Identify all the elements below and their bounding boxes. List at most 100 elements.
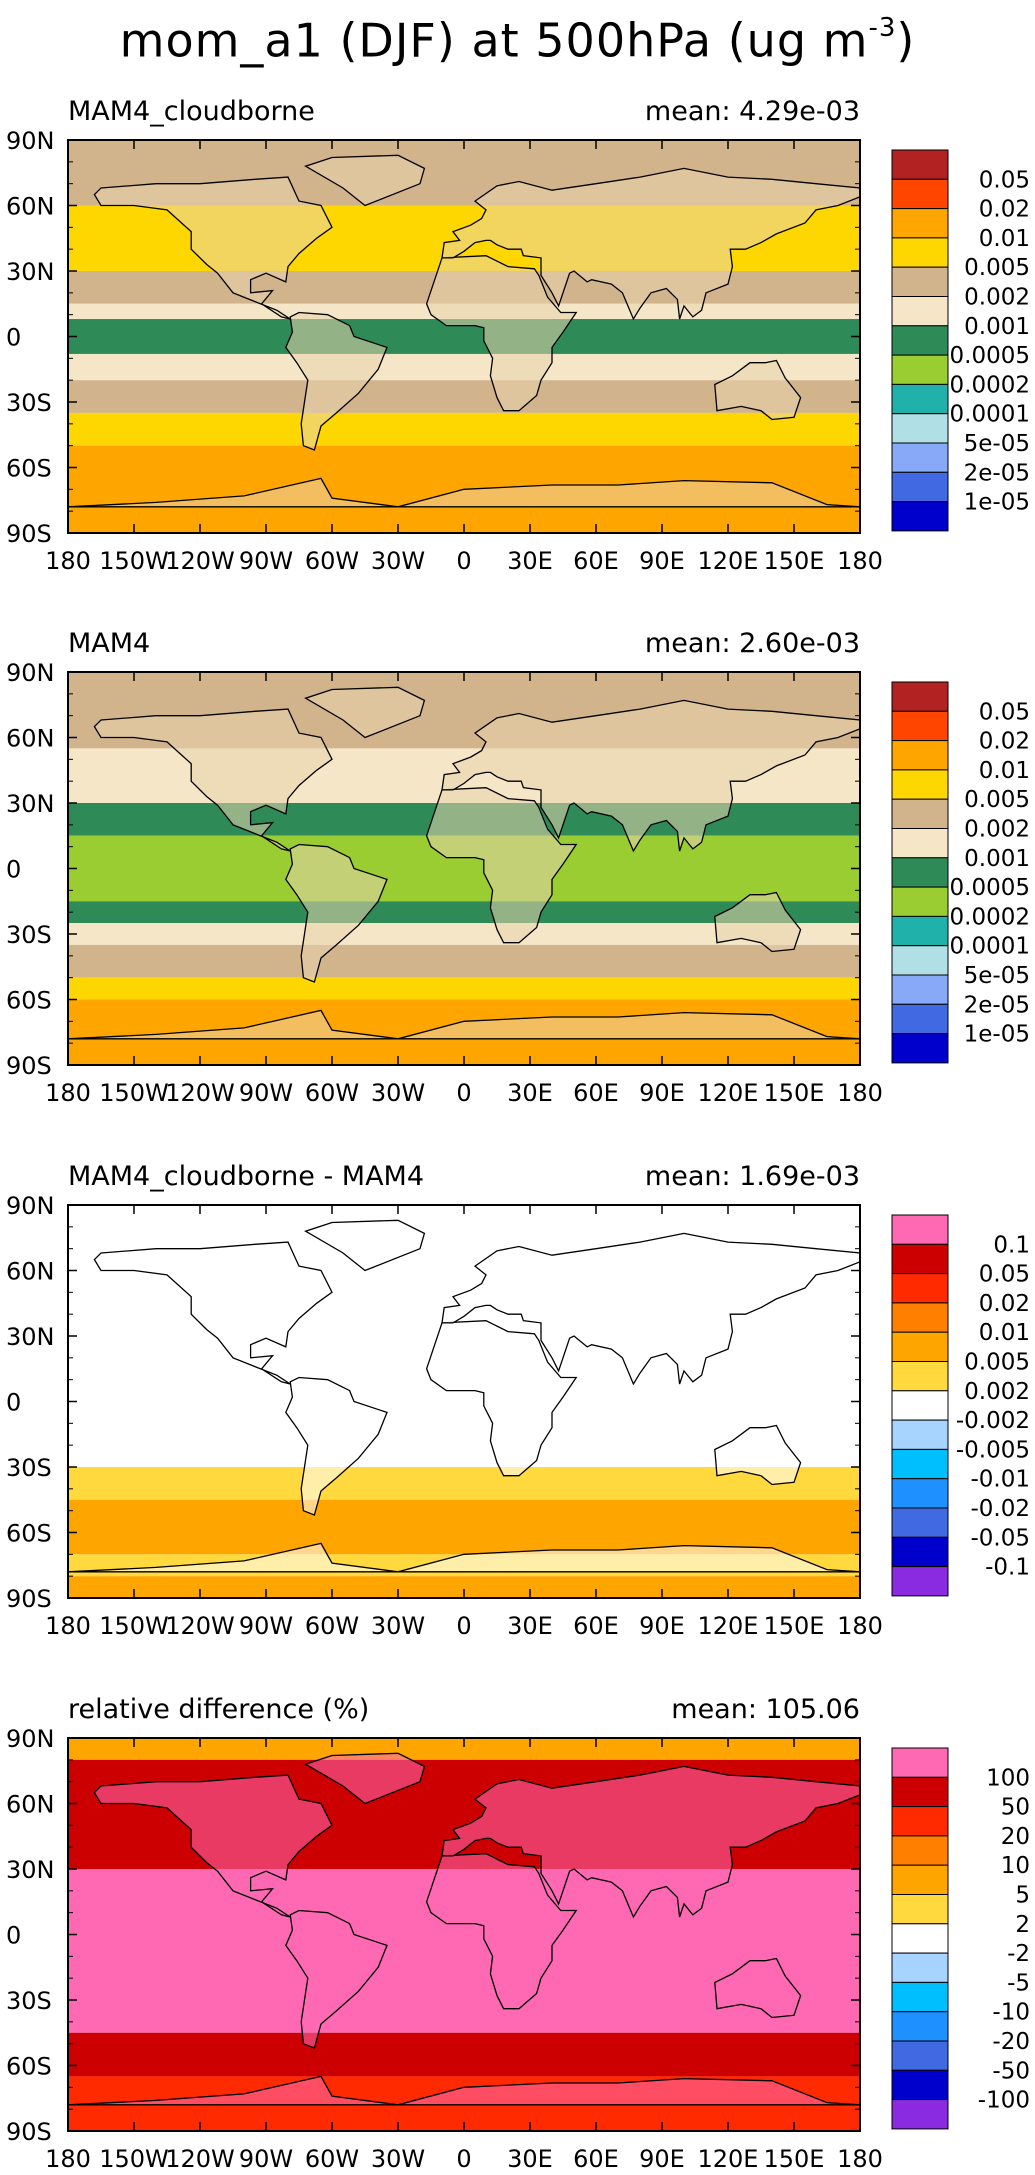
legend-label: 0.0002 (950, 372, 1030, 398)
legend-label: 0.05 (979, 167, 1030, 193)
legend-swatch (891, 208, 949, 239)
lon-label: 180 (837, 2145, 883, 2173)
legend-swatch (891, 769, 949, 800)
lon-label: 120W (165, 1079, 235, 1107)
lon-label: 180 (45, 2145, 91, 2173)
lon-label: 60W (305, 547, 359, 575)
lon-label: 180 (45, 547, 91, 575)
coastline (304, 686, 426, 739)
lon-label: 150W (99, 1612, 169, 1640)
coastline (93, 708, 333, 852)
coastline (425, 1320, 578, 1477)
coastline (304, 154, 426, 207)
legend-label: 0.05 (979, 699, 1030, 725)
lon-label: 90W (239, 1612, 293, 1640)
lat-label: 60S (6, 455, 52, 483)
legend-label: 0.002 (964, 1379, 1030, 1405)
lon-label: 180 (837, 547, 883, 575)
lon-label: 0 (456, 1612, 471, 1640)
legend-swatch (891, 2040, 949, 2071)
lat-label: 90S (6, 2118, 52, 2146)
lon-label: 60E (573, 1612, 619, 1640)
lon-label: 30W (371, 2145, 425, 2173)
legend-swatch (891, 413, 949, 444)
lon-label: 150W (99, 1079, 169, 1107)
lon-label: 90W (239, 2145, 293, 2173)
lon-label: 180 (45, 1079, 91, 1107)
legend-swatch (891, 1806, 949, 1837)
lon-label: 30W (371, 1079, 425, 1107)
lon-label: 150E (764, 547, 825, 575)
panel-mean: mean: 1.69e-03 (645, 1161, 860, 1192)
legend-label: 0.002 (964, 817, 1030, 843)
legend-swatch (891, 149, 949, 180)
coastline (425, 255, 578, 412)
lon-label: 150E (764, 1612, 825, 1640)
legend-label: 0.005 (964, 255, 1030, 281)
lon-label: 30E (507, 2145, 553, 2173)
legend-swatch (891, 2099, 949, 2130)
lat-label: 90N (6, 1725, 55, 1753)
lat-label: 90S (6, 520, 52, 548)
lon-label: 150E (764, 1079, 825, 1107)
coastline (304, 1219, 426, 1272)
legend-swatch (891, 1776, 949, 1808)
lon-label: 180 (837, 1612, 883, 1640)
lat-label: 30S (6, 389, 52, 417)
legend-swatch (891, 1864, 949, 1895)
panel-mean: mean: 2.60e-03 (645, 628, 860, 659)
coastline (441, 167, 861, 321)
lat-label: 30S (6, 1987, 52, 2015)
lat-label: 90N (6, 659, 55, 687)
field-band (68, 977, 860, 1000)
lat-label: 0 (6, 324, 21, 352)
legend-swatch (891, 828, 949, 859)
lat-label: 30N (6, 258, 55, 286)
legend-swatch (891, 740, 949, 771)
coastline (441, 1765, 861, 1919)
legend-label: 0.001 (964, 314, 1030, 340)
legend-label: -20 (992, 2029, 1030, 2055)
lon-label: 30E (507, 547, 553, 575)
legend-swatch (891, 1331, 949, 1362)
lat-label: 60N (6, 1258, 55, 1286)
legend-label: 0.0005 (950, 875, 1030, 901)
color-legend: 100 50 20 10 5 2 -2 -5 -10 -20 -50 -100 (891, 1747, 1030, 2130)
coastline (67, 477, 861, 508)
legend-swatch (891, 2069, 949, 2101)
lon-label: 30E (507, 1612, 553, 1640)
legend-label: 0.02 (979, 197, 1030, 223)
lat-label: 60N (6, 1791, 55, 1819)
legend-swatch (891, 798, 949, 830)
legend-label: 2e-05 (964, 992, 1030, 1018)
coastline (285, 1909, 388, 2049)
coastline (441, 699, 861, 853)
coastline (304, 1752, 426, 1805)
lon-label: 60E (573, 547, 619, 575)
coastline (714, 891, 802, 953)
lon-label: 150E (764, 2145, 825, 2173)
panel-mean: mean: 4.29e-03 (645, 96, 860, 127)
lon-label: 30W (371, 547, 425, 575)
field-band (68, 1499, 860, 1555)
legend-label: 20 (1001, 1824, 1030, 1850)
legend-label: 1e-05 (964, 1022, 1030, 1048)
legend-label: 0.005 (964, 1350, 1030, 1376)
panel-mean: mean: 105.06 (671, 1694, 860, 1725)
legend-swatch (891, 354, 949, 385)
lat-label: 30N (6, 1323, 55, 1351)
lat-label: 90S (6, 1052, 52, 1080)
legend-swatch (891, 178, 949, 210)
lon-label: 90E (639, 1079, 685, 1107)
coastlines (67, 1219, 861, 1573)
lon-label: 120E (698, 1612, 759, 1640)
lon-label: 180 (837, 1079, 883, 1107)
coastlines (67, 1752, 861, 2106)
legend-label: -0.1 (985, 1555, 1030, 1581)
lon-label: 120E (698, 547, 759, 575)
field-band (68, 412, 860, 446)
lon-label: 90W (239, 547, 293, 575)
legend-label: -2 (1007, 1941, 1030, 1967)
legend-label: 2e-05 (964, 460, 1030, 486)
color-legend: 0.1 0.05 0.02 0.01 0.005 0.002 -0.002 -0.005 -0.… (891, 1214, 1030, 1597)
